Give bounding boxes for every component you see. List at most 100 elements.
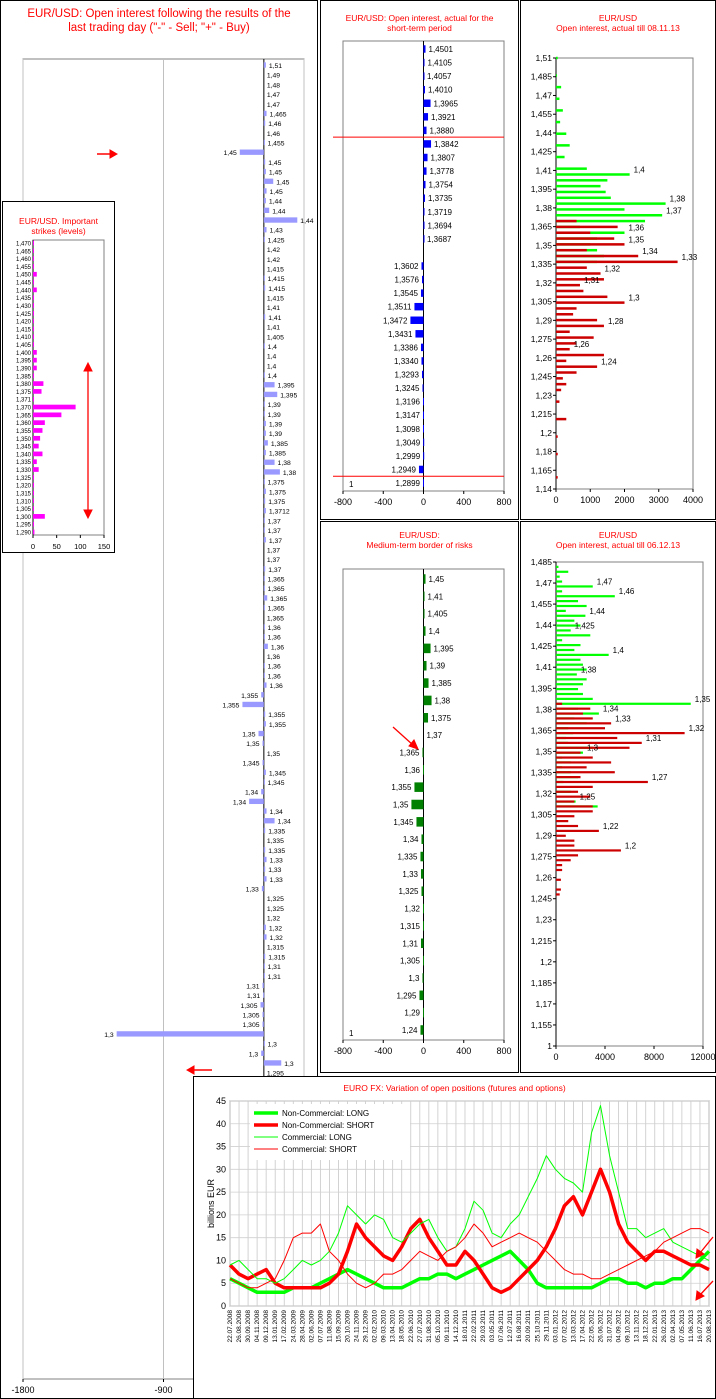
series-line [228,1167,710,1295]
bar [422,425,424,433]
category-label: 1,355 [268,712,285,719]
category-label: 1,385 [271,441,288,448]
bar [418,465,424,474]
category-label: 1,371 [16,398,32,404]
category-label: 1,36 [271,644,284,651]
bar [423,194,426,202]
bar-red [556,727,605,730]
category-label: 1,395 [278,383,295,390]
bar [423,153,428,162]
x-tick-label: 07.02.2012 [561,1310,568,1343]
bar-red [556,771,615,774]
category-label: 1,415 [268,286,285,293]
bar-red [556,400,560,403]
bar [33,443,39,449]
bar-red [556,248,587,252]
x-tick-label: -400 [374,1046,392,1056]
bar [263,120,266,126]
category-label: 1,380 [16,382,32,388]
bar [263,633,265,640]
bar [263,624,265,630]
category-label: 1,31 [247,993,260,1000]
category-label: 1,41 [267,305,280,312]
bar-red [556,732,685,735]
bar-red [556,820,569,823]
bar-red [556,318,598,322]
bar-red [556,435,558,438]
bar [420,343,424,352]
category-label: 1,355 [241,693,258,700]
category-label: 1,39 [269,431,282,438]
data-label: 1,25 [580,793,596,802]
bar [423,180,426,189]
bar [33,498,34,504]
category-label: 1,315 [267,945,284,952]
category-label: 1,305 [400,957,421,966]
category-label: 1,385 [269,451,286,458]
x-tick-label: 17.02.2009 [281,1310,288,1343]
bar [420,289,424,297]
category-label: 1,390 [16,366,32,372]
bar [263,566,266,572]
bar-green [556,570,569,573]
bar [423,221,425,230]
bar-green [556,97,560,101]
category-label: 1,36 [270,683,283,690]
bar [421,370,424,379]
category-label: 1,32 [267,916,280,923]
category-label: 1,4 [268,373,278,380]
category-label: 1,32 [270,935,283,942]
category-label: 1,36 [268,625,281,632]
category-label: 1,335 [16,460,32,466]
bar-green [556,619,575,622]
bar-green [556,202,666,205]
bar [33,459,37,465]
category-label: 1,35 [242,732,255,739]
bar-red [556,854,579,857]
x-tick-label: 17.04.2012 [579,1310,586,1343]
category-label: 1,415 [16,327,32,333]
bar [420,851,424,862]
bar [33,490,34,496]
bar-red [556,237,615,240]
category-label: 1,3245 [395,384,420,393]
bar [422,903,424,914]
bar [33,279,34,285]
bar-green [556,144,570,147]
category-label: 1,315 [400,922,421,931]
x-tick-label: 8000 [644,1052,664,1062]
bar [423,113,429,121]
bar [263,818,275,824]
bar [414,302,424,311]
oi-061213-panel: EUR/USD Open interest, actual till 06.12… [520,521,716,1073]
bar [33,271,37,277]
bar [422,955,424,966]
medium-term-chart: -800 -400 0 400 800 1,45 1,41 1,405 1,4 1,395 1,39… [334,568,512,1056]
category-label: 1,365 [267,615,284,622]
y-tick-label: 1,425 [531,147,553,157]
x-tick-label: 0 [553,495,558,505]
bar [263,672,265,679]
bar [263,391,278,398]
bar [263,934,267,940]
category-label: 1,3687 [427,235,452,244]
strikes-chart: 0 50 100 1501,4701,4651,4601,4551,4501,4451… [16,239,110,551]
y-tick-label: 1,51 [535,53,552,63]
bar [33,412,62,418]
bar-red [556,452,558,456]
y-tick-label: 1 [547,1041,552,1051]
bar-red [556,878,561,881]
x-tick-label: 20.08.2013 [706,1310,713,1343]
category-label: 1,33 [402,870,418,879]
category-label: 1,35 [267,751,280,758]
category-label: 1,365 [268,606,285,613]
bar-red [556,785,593,788]
bar [33,295,34,301]
bar [33,435,41,441]
x-tick-label: 11.08.2009 [326,1310,333,1342]
category-label: 1,430 [16,304,32,310]
data-label: 1,2 [625,841,637,850]
bar [33,350,37,355]
category-label: 1,3147 [396,411,421,420]
category-label: 1,45 [268,160,281,167]
